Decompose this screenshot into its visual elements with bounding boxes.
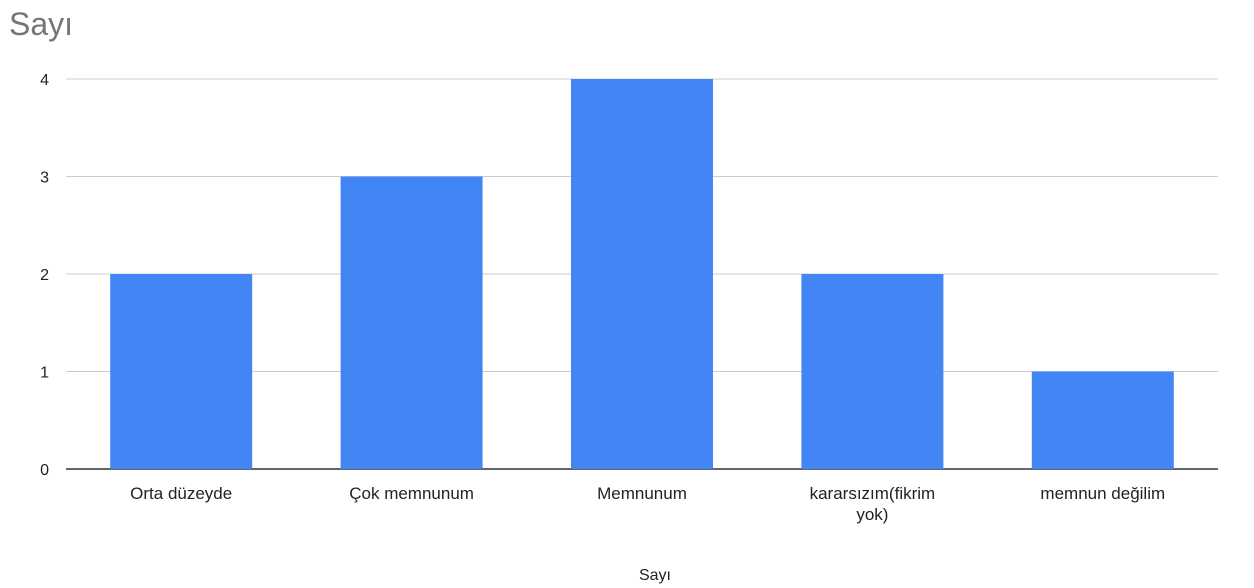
x-category-label: Memnunum xyxy=(597,484,687,503)
bars xyxy=(110,79,1174,469)
x-category-label: Çok memnunum xyxy=(349,484,474,503)
y-tick-label: 2 xyxy=(40,267,49,284)
x-category-label: memnun değilim xyxy=(1040,484,1165,503)
bar xyxy=(340,176,483,469)
chart-title: Sayı xyxy=(9,6,74,42)
y-tick-label: 3 xyxy=(40,170,49,187)
bar xyxy=(801,274,944,469)
x-category-label: Orta düzeyde xyxy=(130,484,232,503)
bar xyxy=(571,79,713,469)
y-tick-label: 4 xyxy=(40,72,49,89)
x-axis-category-labels: Orta düzeyde Çok memnunum Memnunum kararsız… xyxy=(130,484,1165,524)
y-axis-ticks: 0 1 2 3 4 xyxy=(40,72,49,479)
bar xyxy=(1031,371,1174,469)
bar xyxy=(110,274,253,469)
y-tick-label: 0 xyxy=(40,462,49,479)
x-axis-title: Sayı xyxy=(639,567,671,584)
y-tick-label: 1 xyxy=(40,365,49,382)
x-category-label: kararsızım(fikrim yok) xyxy=(810,484,936,524)
